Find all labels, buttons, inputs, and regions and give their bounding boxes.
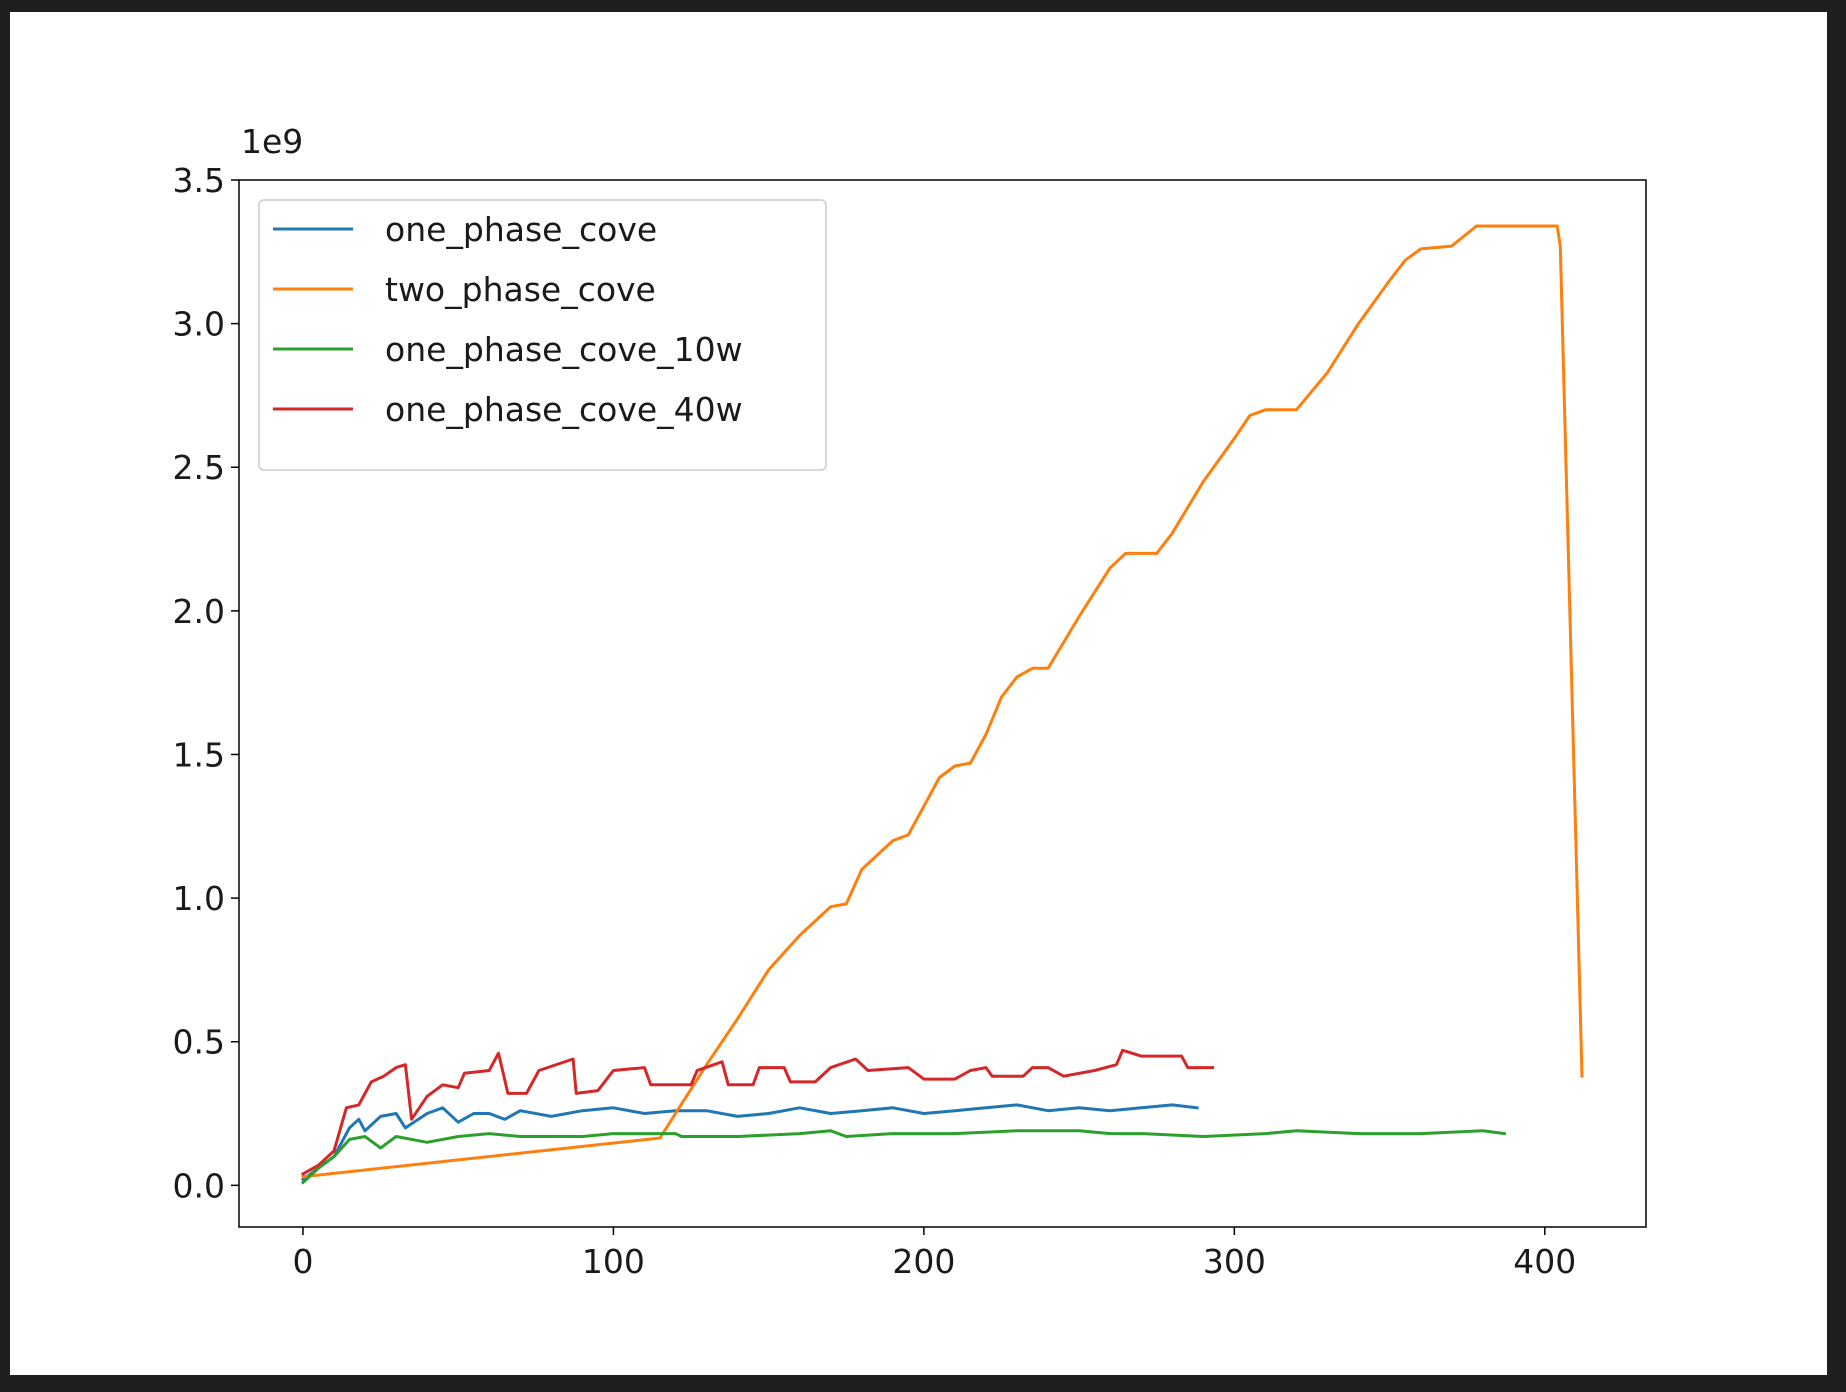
y-tick-label: 1.5 (173, 735, 225, 774)
legend: one_phase_cove two_phase_cove one_phase_co… (258, 199, 827, 471)
y-tick-label: 1.0 (173, 879, 225, 918)
legend-label: one_phase_cove (385, 210, 657, 249)
plot-frame (238, 179, 1647, 1228)
y-tick-label: 2.0 (173, 592, 225, 631)
legend-label: one_phase_cove_10w (385, 330, 743, 369)
y-tick-label: 3.0 (173, 305, 225, 344)
y-tick-label: 0.5 (173, 1023, 225, 1062)
data-line (301, 224, 1584, 1179)
x-tick-label: 300 (1203, 1242, 1266, 1281)
legend-label: two_phase_cove (385, 270, 656, 309)
data-line (300, 1103, 1199, 1182)
x-tick-label: 0 (292, 1242, 313, 1281)
x-tick-label: 100 (582, 1242, 645, 1281)
y-tick-label: 2.5 (173, 448, 225, 487)
data-line (300, 1129, 1507, 1185)
x-tick-label: 200 (892, 1242, 955, 1281)
y-offset-label: 1e9 (241, 122, 303, 161)
y-tick-label: 0.0 (173, 1166, 225, 1205)
y-tick-label: 3.5 (173, 161, 225, 200)
legend-label: one_phase_cove_40w (385, 390, 743, 429)
x-tick-label: 400 (1513, 1242, 1576, 1281)
legend-box (258, 199, 827, 471)
data-line (300, 1048, 1215, 1176)
